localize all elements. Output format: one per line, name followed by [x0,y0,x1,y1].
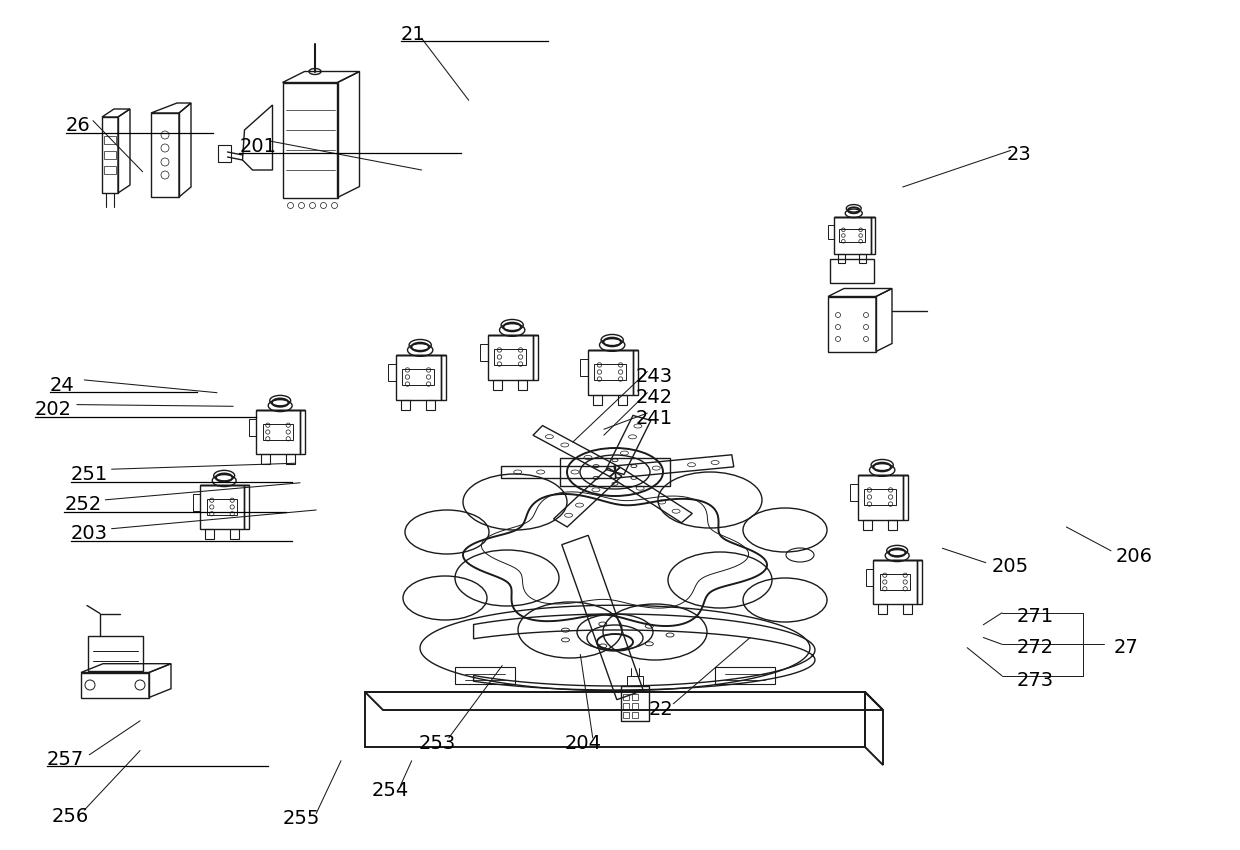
Text: 271: 271 [1017,607,1054,626]
Text: 256: 256 [52,807,89,825]
Text: 243: 243 [636,367,673,386]
Text: 201: 201 [239,137,277,156]
Text: 241: 241 [636,409,673,428]
Text: 26: 26 [66,116,91,135]
Text: 202: 202 [35,400,72,419]
Text: 272: 272 [1017,638,1054,657]
Text: 23: 23 [1007,145,1032,164]
Text: 252: 252 [64,496,102,514]
Text: 21: 21 [401,25,425,43]
Text: 204: 204 [564,734,601,753]
Text: 206: 206 [1116,547,1153,566]
Text: 24: 24 [50,376,74,394]
Text: 205: 205 [992,558,1029,576]
Text: 257: 257 [47,750,84,768]
Text: 253: 253 [419,734,456,753]
Text: 255: 255 [283,809,320,828]
Text: 27: 27 [1114,638,1138,657]
Text: 242: 242 [636,388,673,407]
Text: 203: 203 [71,524,108,543]
Text: 22: 22 [649,700,673,719]
Text: 251: 251 [71,465,108,484]
Text: 273: 273 [1017,671,1054,689]
Text: 254: 254 [372,781,409,800]
